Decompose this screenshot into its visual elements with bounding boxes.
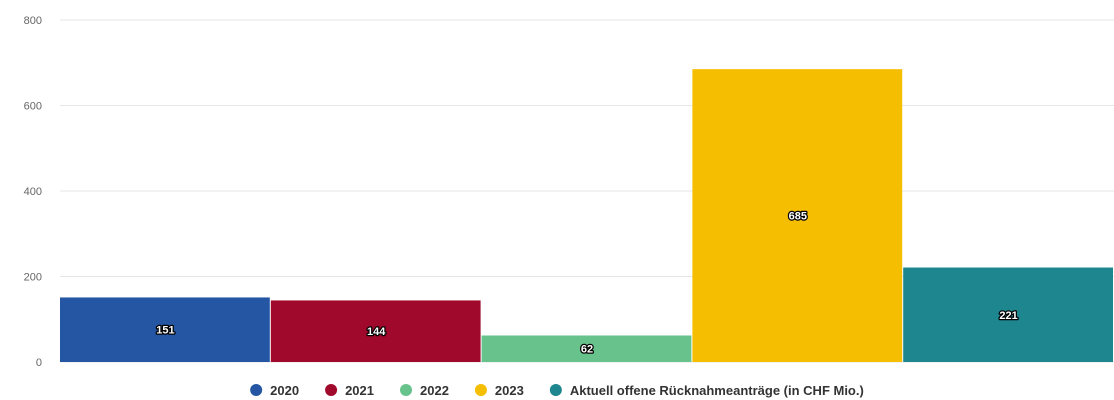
data-labels: 151 144 62 685 221 (155, 209, 1019, 357)
legend-marker (250, 384, 263, 396)
legend-label: Aktuell offene Rücknahmeanträge (in CHF … (570, 383, 864, 398)
legend-item[interactable]: 2021 (325, 383, 374, 398)
legend-marker (400, 384, 413, 396)
bar-5 (903, 267, 1113, 362)
y-tick-label: 0 (36, 357, 42, 369)
bar-3 (481, 335, 692, 362)
bar-1 (60, 297, 270, 362)
legend-label: 2021 (345, 383, 374, 398)
y-tick-label: 600 (24, 101, 42, 113)
legend-label: 2022 (420, 383, 449, 398)
legend-item[interactable]: 2020 (250, 383, 299, 398)
y-axis: 0 200 400 600 800 (24, 15, 42, 369)
legend-marker (474, 384, 487, 396)
legend-item[interactable]: 2023 (474, 383, 524, 398)
legend-item[interactable]: 2022 (400, 383, 449, 398)
y-tick-label: 400 (24, 186, 42, 198)
legend-label: 2020 (270, 383, 299, 398)
legend-marker (549, 384, 562, 396)
legend: 2020 2021 2022 2023 Aktuell offene Rücknahme… (250, 383, 864, 398)
legend-marker (325, 384, 338, 396)
y-tick-label: 200 (24, 272, 42, 284)
bar-2 (270, 300, 481, 362)
bar-value-label: 221 (999, 310, 1017, 322)
bar-value-label: 144 (367, 326, 386, 338)
y-tick-label: 800 (24, 15, 42, 27)
bar-4 (692, 69, 903, 362)
legend-label: 2023 (495, 383, 524, 398)
bars (60, 69, 1113, 362)
bar-value-label: 685 (789, 211, 807, 223)
bar-value-label: 62 (581, 344, 593, 356)
legend-item[interactable]: Aktuell offene Rücknahmeanträge (in CHF … (549, 383, 864, 398)
bar-value-label: 151 (156, 325, 174, 337)
